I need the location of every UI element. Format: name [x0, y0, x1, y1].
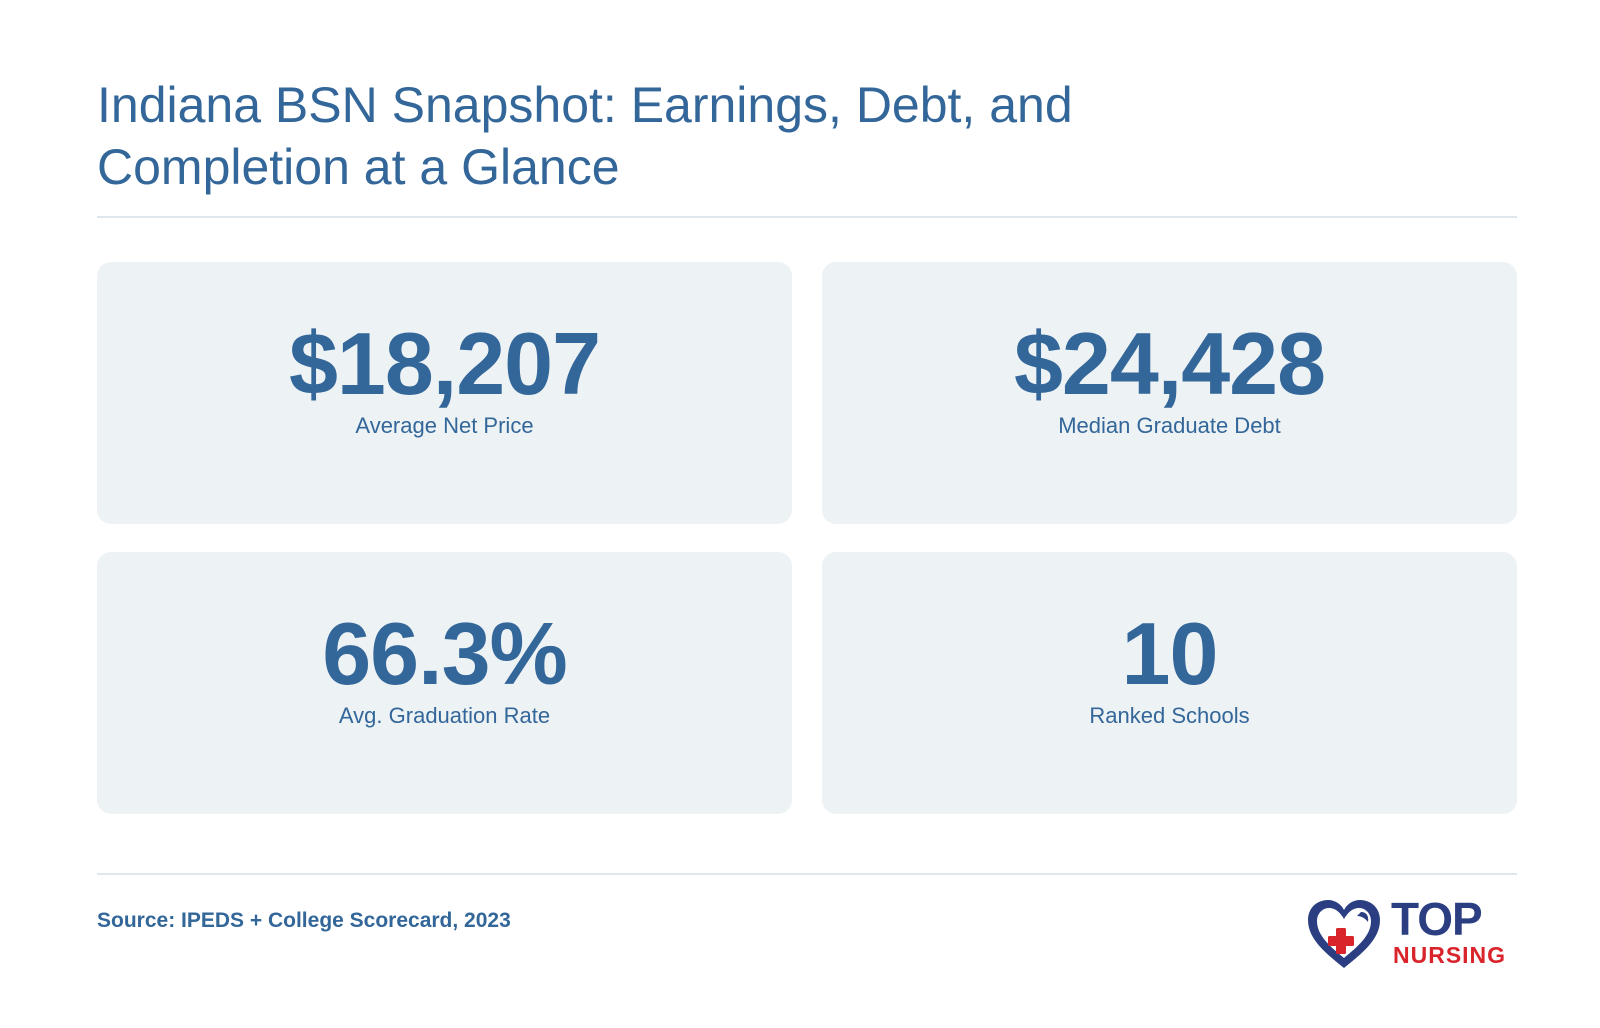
heart-cross-icon [1308, 900, 1380, 968]
footer-divider [97, 873, 1517, 875]
stat-label: Average Net Price [355, 413, 534, 438]
stat-value: 10 [1121, 604, 1219, 703]
stat-card-graduation-rate: 66.3% Avg. Graduation Rate [97, 552, 792, 814]
stat-label: Median Graduate Debt [1058, 413, 1281, 438]
stat-card-ranked-schools: 10 Ranked Schools [822, 552, 1517, 814]
stat-card-average-net-price: $18,207 Average Net Price [97, 262, 792, 524]
logo-word-top: TOP [1391, 893, 1483, 945]
stat-value: $18,207 [288, 314, 601, 413]
page-title: Indiana BSN Snapshot: Earnings, Debt, an… [97, 77, 1073, 195]
infographic-page: Indiana BSN Snapshot: Earnings, Debt, an… [97, 0, 1517, 1028]
top-nursing-logo: TOP NURSING [1305, 893, 1517, 972]
title-divider [97, 216, 1517, 218]
stat-label: Avg. Graduation Rate [338, 703, 551, 728]
stat-value: 66.3% [322, 604, 568, 703]
source-note: Source: IPEDS + College Scorecard, 2023 [97, 909, 511, 932]
logo-word-nursing: NURSING [1393, 942, 1507, 968]
stat-label: Ranked Schools [1089, 703, 1250, 728]
stat-card-median-graduate-debt: $24,428 Median Graduate Debt [822, 262, 1517, 524]
stat-value: $24,428 [1013, 314, 1326, 413]
